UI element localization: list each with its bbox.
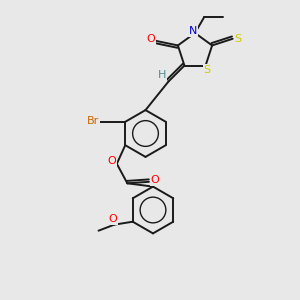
Text: O: O: [107, 156, 116, 166]
Text: O: O: [108, 214, 117, 224]
Text: S: S: [203, 65, 211, 75]
Text: O: O: [146, 34, 155, 44]
Text: N: N: [188, 26, 197, 36]
Text: O: O: [151, 175, 159, 185]
Text: Br: Br: [87, 116, 99, 126]
Text: S: S: [235, 34, 242, 44]
Text: H: H: [158, 70, 166, 80]
